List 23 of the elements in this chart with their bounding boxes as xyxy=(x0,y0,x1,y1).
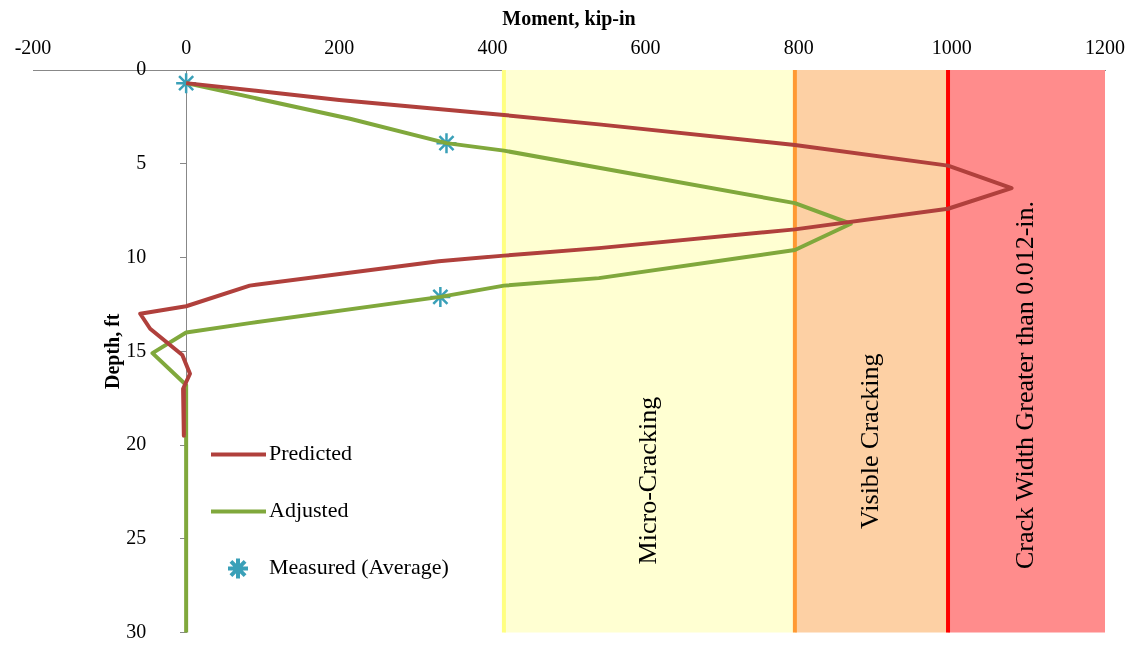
legend-label: Adjusted xyxy=(269,497,349,523)
y-tick-label: 0 xyxy=(136,57,147,80)
y-tick-label: 20 xyxy=(126,432,147,455)
legend-label: Measured (Average) xyxy=(269,554,449,580)
x-tick-label: 800 xyxy=(783,36,814,59)
band-label: Visible Cracking xyxy=(855,353,885,529)
x-tick-label: -200 xyxy=(14,36,52,59)
x-tick-label: 400 xyxy=(477,36,508,59)
y-tick-label: 15 xyxy=(126,338,147,361)
y-tick-label: 5 xyxy=(136,151,147,173)
x-tick-label: 200 xyxy=(324,36,355,59)
y-tick-label: 25 xyxy=(126,526,147,548)
band-label: Micro-Cracking xyxy=(633,396,663,565)
y-tick-label: 10 xyxy=(126,244,147,267)
legend-label: Predicted xyxy=(269,440,353,466)
x-tick-label: 1000 xyxy=(931,36,972,59)
x-axis-title: Moment, kip-in xyxy=(502,7,636,31)
y-tick-label: 30 xyxy=(126,619,147,642)
x-tick-label: 0 xyxy=(181,36,192,59)
y-axis-title: Depth, ft xyxy=(101,313,125,390)
x-tick-label: 600 xyxy=(630,36,661,59)
band-label: Crack Width Greater than 0.012-in. xyxy=(1010,200,1040,570)
x-tick-label: 1200 xyxy=(1085,36,1125,59)
